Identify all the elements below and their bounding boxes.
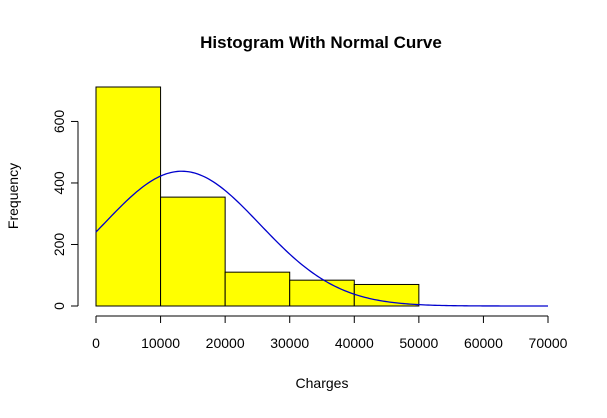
curve-layer bbox=[95, 170, 548, 307]
y-tick-label: 200 bbox=[51, 233, 67, 257]
histogram-bar-1 bbox=[95, 86, 162, 307]
x-tick-label: 40000 bbox=[335, 335, 374, 351]
y-tick-label: 0 bbox=[51, 302, 67, 310]
x-tick-label: 60000 bbox=[464, 335, 503, 351]
x-tick-label: 50000 bbox=[399, 335, 438, 351]
x-tick-label: 30000 bbox=[270, 335, 309, 351]
x-tick-label: 20000 bbox=[206, 335, 245, 351]
y-axis-label: Frequency bbox=[5, 163, 21, 229]
x-axis-label: Charges bbox=[296, 375, 349, 391]
bars-layer bbox=[95, 86, 420, 307]
histogram-bar-5 bbox=[353, 283, 420, 307]
histogram-bar-2 bbox=[160, 196, 226, 307]
y-tick-label: 400 bbox=[51, 171, 67, 195]
histogram-bar-3 bbox=[224, 271, 291, 307]
histogram-bar-4 bbox=[289, 279, 355, 307]
axes-layer: 0 10000 20000 30000 40000 50000 60000 70000 0 200… bbox=[51, 110, 568, 351]
normal-curve bbox=[95, 170, 548, 307]
chart-title: Histogram With Normal Curve bbox=[200, 33, 442, 52]
x-tick-label: 0 bbox=[92, 335, 100, 351]
x-tick-label: 10000 bbox=[141, 335, 180, 351]
x-tick-label: 70000 bbox=[529, 335, 568, 351]
y-tick-label: 600 bbox=[51, 110, 67, 134]
